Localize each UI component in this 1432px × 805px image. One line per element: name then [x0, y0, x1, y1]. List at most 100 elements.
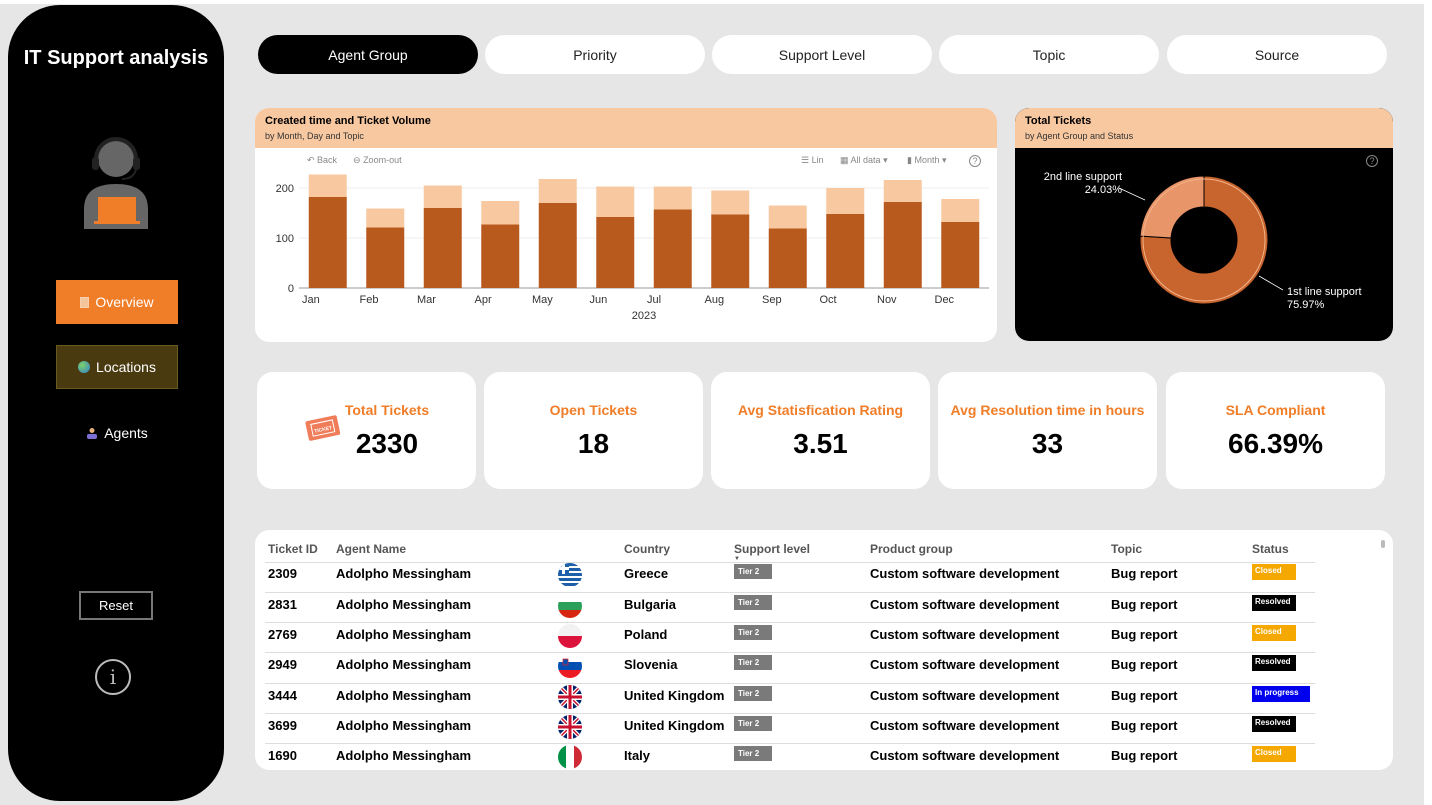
topic-cell: Bug report: [1111, 718, 1178, 733]
col-header-agent-name[interactable]: Agent Name: [336, 542, 407, 556]
zoom-icon: ⊖: [353, 155, 361, 165]
status-badge: Closed: [1252, 564, 1296, 580]
chart-subtitle: by Month, Day and Topic: [265, 131, 364, 141]
status-badge: Resolved: [1252, 595, 1296, 611]
product-group-cell: Custom software development: [870, 566, 1060, 581]
col-header-support-level[interactable]: Support level: [734, 542, 811, 556]
month-dropdown[interactable]: ▮ Month ▾: [907, 155, 947, 165]
x-tick-label: Nov: [877, 294, 897, 306]
table-row[interactable]: 3699 Adolpho Messingham United Kingdom Tier…: [255, 712, 1315, 742]
ticket-id-cell: 1690: [268, 748, 297, 763]
leader-line: [1118, 187, 1146, 201]
row-divider: [265, 683, 1315, 684]
info-icon[interactable]: i: [95, 659, 131, 695]
back-label: Back: [317, 155, 338, 165]
ticket-icon: TICKET: [305, 415, 341, 441]
col-header-ticket-id[interactable]: Ticket ID: [268, 542, 318, 556]
table-row[interactable]: 2831 Adolpho Messingham Bulgaria Tier 2 Cust…: [255, 591, 1315, 621]
x-axis-label: 2023: [632, 310, 656, 322]
table-scrollbar[interactable]: [1381, 540, 1385, 548]
support-level-badge: Tier 2: [734, 716, 772, 731]
support-level-badge: Tier 2: [734, 625, 772, 640]
agent-name-cell: Adolpho Messingham: [336, 748, 472, 763]
volume-bar-chart: 0 100 200 Jan Feb Mar Apr May Jun Jul Aug Sep Oct Nov…: [276, 174, 989, 322]
donut-ring-outline: [1142, 178, 1266, 302]
kpi-value: 33: [1031, 428, 1064, 459]
x-tick-label: Sep: [762, 294, 782, 306]
document-icon: [80, 296, 90, 308]
product-group-cell: Custom software development: [870, 597, 1060, 612]
nav-agents-button[interactable]: Agents: [56, 411, 178, 455]
bar-segment: [826, 214, 865, 288]
table-row[interactable]: 3444 Adolpho Messingham United Kingdom Tier…: [255, 682, 1315, 712]
ticket-id-cell: 2831: [268, 597, 297, 612]
chart-header: Created time and Ticket Volume by Month,…: [255, 108, 997, 148]
calendar-icon: ▦: [840, 155, 849, 165]
col-header-status[interactable]: Status: [1252, 542, 1289, 556]
reset-button[interactable]: Reset: [79, 591, 153, 620]
row-divider: [265, 622, 1315, 623]
uk-flag-icon: [558, 715, 582, 739]
slovenia-flag-icon: [558, 654, 582, 678]
tab-topic[interactable]: Topic: [939, 35, 1159, 74]
bar-segment: [653, 186, 692, 210]
y-tick-label: 100: [276, 233, 294, 245]
status-badge: Closed: [1252, 625, 1296, 641]
tab-support-level[interactable]: Support Level: [712, 35, 932, 74]
bar-segment: [768, 205, 807, 229]
nav-agents-label: Agents: [104, 425, 148, 441]
lines-icon: ☰: [801, 155, 810, 165]
table-row[interactable]: 2309 Adolpho Messingham Greece Tier 2 Custom…: [255, 560, 1315, 590]
svg-text:TICKET: TICKET: [314, 425, 333, 435]
support-level-badge: Tier 2: [734, 564, 772, 579]
row-divider: [265, 592, 1315, 593]
table-row[interactable]: 2949 Adolpho Messingham Slovenia Tier 2 Cust…: [255, 651, 1315, 681]
topic-cell: Bug report: [1111, 566, 1178, 581]
donut-slice-name: 2nd line support: [1044, 171, 1122, 183]
tab-agent-group[interactable]: Agent Group: [258, 35, 478, 74]
bar-segment: [883, 180, 922, 202]
help-icon[interactable]: ?: [969, 155, 981, 167]
donut-help-icon[interactable]: ?: [1366, 155, 1378, 167]
support-level-badge: Tier 2: [734, 655, 772, 670]
table-row[interactable]: 1690 Adolpho Messingham Italy Tier 2 Custom …: [255, 742, 1315, 770]
country-cell: Bulgaria: [624, 597, 677, 612]
kpi-label: Avg Resolution time in hours: [950, 402, 1145, 418]
zoom-out-button[interactable]: ⊖ Zoom-out: [353, 155, 402, 166]
bar-segment: [653, 209, 692, 288]
month-label: Month: [914, 155, 940, 165]
all-data-dropdown[interactable]: ▦ All data ▾: [840, 155, 888, 165]
support-agent-icon: [84, 137, 148, 229]
donut-slice-value: 75.97%: [1287, 299, 1325, 311]
ticket-volume-chart-card: Created time and Ticket Volume by Month,…: [255, 108, 997, 342]
product-group-cell: Custom software development: [870, 718, 1060, 733]
agent-person-icon: [87, 428, 98, 439]
lin-label: Lin: [811, 155, 824, 165]
ticket-id-cell: 2949: [268, 657, 297, 672]
topic-cell: Bug report: [1111, 688, 1178, 703]
nav-locations-button[interactable]: Locations: [56, 345, 178, 389]
globe-icon: [78, 361, 91, 373]
col-header-product-group[interactable]: Product group: [870, 542, 953, 556]
bar-segment: [366, 227, 405, 288]
country-cell: Poland: [624, 627, 668, 642]
status-badge: Closed: [1252, 746, 1296, 762]
bar-segment: [308, 174, 347, 197]
kpi-value: 18: [577, 428, 610, 459]
col-header-country[interactable]: Country: [624, 542, 670, 556]
back-button[interactable]: ↶ Back: [307, 155, 338, 165]
bar-segment: [768, 228, 807, 288]
chart-title: Created time and Ticket Volume: [265, 115, 431, 127]
table-row[interactable]: 2769 Adolpho Messingham Poland Tier 2 Custom…: [255, 621, 1315, 651]
status-badge: Resolved: [1252, 655, 1296, 671]
nav-overview-button[interactable]: Overview: [56, 280, 178, 324]
tab-priority[interactable]: Priority: [485, 35, 705, 74]
all-data-label: All data: [850, 155, 881, 165]
leader-line: [1258, 275, 1284, 291]
bar-segment: [711, 190, 750, 215]
tickets-table: Ticket ID Agent Name Country Support lev…: [255, 530, 1393, 770]
tab-source[interactable]: Source: [1167, 35, 1387, 74]
x-tick-label: Jun: [590, 294, 608, 306]
lin-button[interactable]: ☰ Lin: [801, 155, 824, 166]
col-header-topic[interactable]: Topic: [1111, 542, 1143, 556]
